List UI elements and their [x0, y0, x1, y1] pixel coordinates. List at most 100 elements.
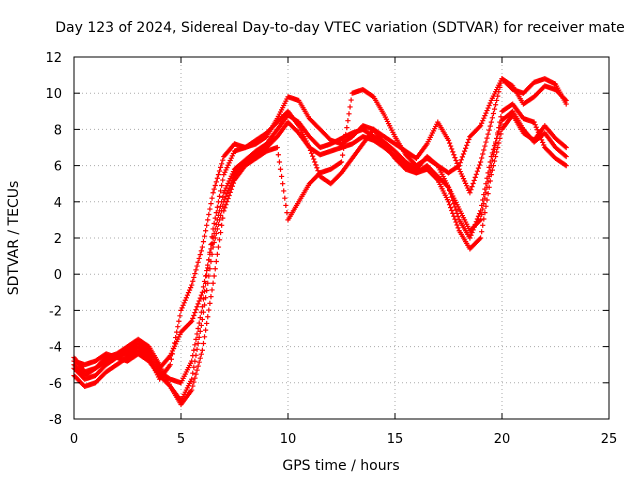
- data-point: [173, 334, 179, 341]
- data-point: [220, 215, 226, 221]
- data-point: [444, 183, 451, 189]
- data-point: [190, 315, 196, 321]
- data-point: [310, 153, 316, 159]
- data-point: [345, 118, 351, 124]
- data-point: [537, 134, 544, 140]
- data-point: [306, 144, 312, 151]
- data-point: [314, 165, 320, 171]
- data-point: [481, 216, 487, 222]
- data-point: [458, 157, 464, 163]
- data-point: [198, 309, 204, 315]
- data-point: [448, 204, 454, 211]
- data-point: [213, 230, 219, 237]
- y-tick-label: -4: [49, 341, 62, 356]
- data-point: [189, 376, 195, 382]
- data-point: [176, 334, 182, 340]
- data-point: [457, 160, 463, 166]
- data-point: [178, 307, 184, 313]
- chart-title: Day 123 of 2024, Sidereal Day-to-day VTE…: [55, 20, 625, 36]
- data-point: [189, 358, 195, 364]
- data-point: [465, 139, 471, 146]
- data-point: [449, 207, 455, 214]
- data-point: [195, 340, 201, 346]
- data-point: [488, 163, 494, 169]
- data-point: [453, 219, 459, 225]
- y-tick-label: -6: [49, 377, 62, 392]
- y-tick-label: 6: [54, 160, 62, 175]
- data-point: [213, 179, 219, 185]
- data-point: [174, 329, 180, 335]
- data-point: [458, 171, 464, 177]
- data-point: [196, 320, 202, 326]
- data-point: [194, 304, 200, 310]
- data-point: [214, 251, 220, 257]
- data-point: [204, 222, 210, 228]
- data-point: [460, 176, 467, 182]
- data-point: [494, 97, 500, 104]
- x-tick-label: 20: [494, 432, 511, 447]
- data-point: [186, 287, 193, 293]
- data-point: [216, 237, 223, 243]
- data-point: [217, 188, 224, 194]
- data-point: [474, 168, 480, 174]
- data-point: [200, 239, 207, 245]
- data-point: [204, 267, 210, 274]
- data-point: [201, 288, 208, 294]
- data-point: [229, 183, 235, 189]
- data-point: [486, 127, 492, 133]
- data-point: [473, 171, 479, 177]
- data-point: [194, 346, 200, 352]
- data-point: [188, 284, 194, 291]
- data-point: [175, 324, 181, 330]
- y-tick-label: 10: [45, 87, 62, 102]
- data-point: [562, 162, 568, 168]
- data-point: [192, 375, 198, 381]
- data-point: [205, 314, 211, 320]
- data-point: [214, 204, 220, 210]
- data-point: [193, 371, 199, 377]
- data-point: [535, 129, 541, 135]
- data-point: [343, 131, 349, 138]
- data-point: [169, 351, 176, 357]
- data-point: [212, 182, 218, 189]
- data-point: [452, 216, 458, 222]
- data-point: [229, 153, 235, 159]
- data-point: [450, 210, 456, 216]
- data-point: [459, 154, 466, 160]
- data-point: [540, 139, 546, 146]
- data-point: [215, 172, 222, 178]
- data-point: [217, 212, 224, 218]
- data-point: [176, 318, 182, 324]
- data-point: [347, 104, 353, 110]
- data-point: [457, 168, 463, 175]
- data-point: [190, 370, 196, 376]
- data-point: [478, 123, 484, 129]
- data-point: [448, 143, 454, 149]
- data-point: [206, 257, 212, 263]
- data-point: [230, 150, 237, 157]
- data-point: [456, 163, 462, 169]
- data-point: [215, 221, 222, 228]
- data-point: [311, 156, 317, 162]
- data-point: [487, 168, 493, 174]
- data-point: [470, 180, 476, 187]
- data-point: [195, 301, 201, 307]
- data-point: [278, 173, 285, 180]
- data-point: [485, 131, 491, 137]
- data-point: [201, 233, 208, 239]
- data-point: [220, 157, 226, 163]
- y-axis-label: SDTVAR / TECUs: [6, 181, 22, 296]
- x-tick-label: 15: [387, 432, 404, 447]
- data-point: [461, 178, 468, 184]
- data-point: [224, 199, 230, 205]
- data-point: [208, 241, 214, 248]
- data-point: [455, 225, 461, 231]
- data-point: [445, 199, 452, 205]
- data-point: [211, 239, 217, 246]
- data-point: [189, 387, 195, 393]
- data-point: [181, 300, 187, 306]
- data-point: [221, 190, 227, 196]
- data-point: [208, 201, 214, 207]
- data-point: [563, 144, 569, 151]
- data-point: [205, 265, 211, 271]
